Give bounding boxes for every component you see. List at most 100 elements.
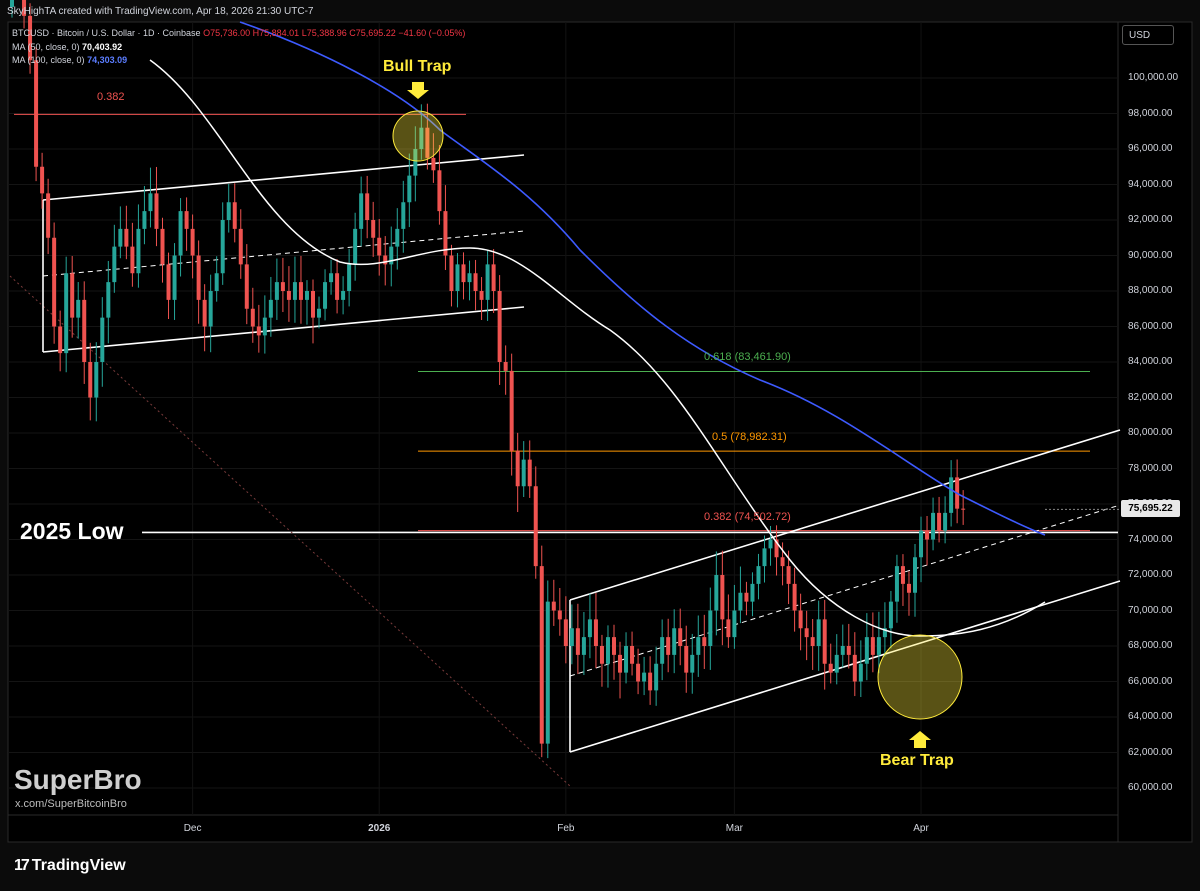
candle-body xyxy=(624,646,629,673)
channels xyxy=(42,154,1121,753)
candle-body xyxy=(196,255,201,300)
candle-body xyxy=(202,299,207,327)
y-tick-label: 92,000.00 xyxy=(1128,214,1173,225)
bull-trap-arrow-icon xyxy=(407,82,429,99)
candle-body xyxy=(961,508,966,510)
x-tick-label: Mar xyxy=(725,823,744,834)
candle-body xyxy=(882,628,887,638)
candle-body xyxy=(311,291,315,318)
candle-body xyxy=(943,512,948,531)
y-tick-label: 72,000.00 xyxy=(1128,569,1173,580)
low-2025-label: 2025 Low xyxy=(20,518,124,544)
y-tick-label: 100,000.00 xyxy=(1128,72,1179,83)
candle-body xyxy=(894,566,899,602)
candle-body xyxy=(756,566,761,584)
channel2-mid xyxy=(569,504,1121,677)
candle-body xyxy=(840,646,845,655)
y-tick-label: 74,000.00 xyxy=(1128,533,1173,545)
candle-body xyxy=(762,548,767,567)
candle-body xyxy=(166,264,171,300)
candle-body xyxy=(581,637,586,655)
y-tick-label: 64,000.00 xyxy=(1128,711,1173,722)
x-tick-label: Dec xyxy=(183,823,202,834)
candle-body xyxy=(654,663,659,691)
candle-body xyxy=(605,637,610,664)
candle-body xyxy=(449,255,454,291)
candle-body xyxy=(593,619,598,646)
y-tick-label: 86,000.00 xyxy=(1128,320,1173,332)
candle-body xyxy=(630,646,635,664)
y-tick-label: 96,000.00 xyxy=(1128,143,1173,154)
channel1-top xyxy=(42,154,525,201)
candle-body xyxy=(870,637,875,655)
bear-trap-circle xyxy=(877,634,963,720)
candle-body xyxy=(112,246,117,283)
candle-body xyxy=(846,646,851,655)
candle-body xyxy=(858,663,863,682)
change-value: −41.60 (−0.05%) xyxy=(398,28,466,38)
currency-button[interactable]: USD xyxy=(1122,25,1174,45)
candle-body xyxy=(684,646,689,673)
candle-body xyxy=(539,566,544,744)
channel2-bottom xyxy=(569,580,1121,753)
candle-body xyxy=(503,362,508,371)
fib-0382-label: 0.382 (74,502.72) xyxy=(704,511,791,523)
candle-body xyxy=(455,264,460,291)
candle-body xyxy=(190,228,195,256)
y-tick-label: 80,000.00 xyxy=(1128,427,1173,438)
candle-body xyxy=(160,228,165,265)
candle-body xyxy=(467,273,472,283)
candle-body xyxy=(256,326,261,336)
candle-body xyxy=(660,637,665,664)
candle-body xyxy=(931,512,936,540)
candle-body xyxy=(28,15,33,61)
candle-body xyxy=(642,672,647,682)
candle-body xyxy=(106,282,111,318)
candle-body xyxy=(666,637,671,655)
candle-body xyxy=(292,282,297,300)
candle-body xyxy=(232,202,237,229)
candle-body xyxy=(575,628,580,655)
candle-body xyxy=(648,672,653,691)
candle-body xyxy=(46,193,51,238)
candle-body xyxy=(937,512,942,531)
channel2-top xyxy=(569,429,1121,601)
candle-body xyxy=(834,654,839,673)
candle-body xyxy=(906,583,911,593)
tradingview-brand[interactable]: 17 TradingView xyxy=(14,857,126,875)
candle-body xyxy=(425,127,430,158)
candle-body xyxy=(822,619,827,664)
candle-body xyxy=(672,628,677,655)
candle-body xyxy=(925,530,930,540)
candle-body xyxy=(82,299,87,362)
candle-body xyxy=(184,211,189,229)
candle-body xyxy=(395,228,400,247)
candle-body xyxy=(738,592,743,611)
candle-body xyxy=(94,362,99,398)
candle-body xyxy=(852,654,857,682)
candle-body xyxy=(618,654,623,673)
candle-body xyxy=(371,220,376,238)
y-tick-label: 94,000.00 xyxy=(1128,178,1173,190)
candle-body xyxy=(780,557,785,567)
candle-body xyxy=(443,211,448,256)
fib-618-label: 0.618 (83,461.90) xyxy=(704,351,791,363)
candle-body xyxy=(178,211,183,256)
candle-body xyxy=(708,610,713,646)
candle-body xyxy=(612,637,616,655)
candle-body xyxy=(702,637,707,646)
candle-body xyxy=(732,610,737,638)
close-value: C75,695.22 xyxy=(349,28,396,38)
candle-body xyxy=(599,646,604,664)
x-tick-label: 2026 xyxy=(368,823,391,834)
candle-body xyxy=(220,220,225,274)
x-tick-label: Feb xyxy=(557,823,575,834)
candle-body xyxy=(744,592,749,602)
candle-body xyxy=(485,264,490,300)
candle-body xyxy=(690,654,695,673)
candle-body xyxy=(557,610,562,620)
candle-body xyxy=(22,0,27,16)
y-tick-label: 84,000.00 xyxy=(1128,356,1173,367)
candle-body xyxy=(888,601,893,629)
